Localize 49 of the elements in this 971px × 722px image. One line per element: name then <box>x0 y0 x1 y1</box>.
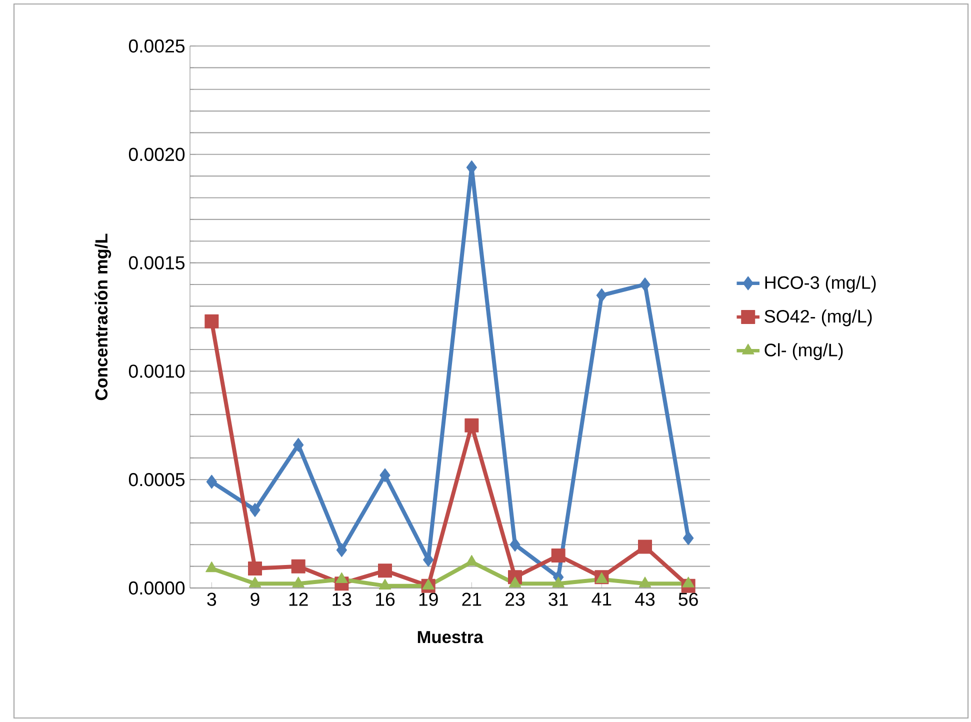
point <box>551 548 566 562</box>
y-tick-label: 0.0025 <box>128 39 184 53</box>
point <box>638 576 652 588</box>
point <box>638 540 652 554</box>
x-tick-label: 43 <box>635 592 655 606</box>
x-tick-label: 12 <box>289 592 308 606</box>
y-tick-label: 0.0015 <box>128 256 184 270</box>
y-tick-label: 0.0005 <box>128 472 184 486</box>
point <box>250 502 260 517</box>
legend-label: Cl- (mg/L) <box>764 343 843 360</box>
point <box>640 277 650 292</box>
point <box>378 578 392 590</box>
point <box>552 576 564 588</box>
point <box>206 561 218 572</box>
point <box>248 576 262 588</box>
point <box>378 564 392 578</box>
x-tick-label: 21 <box>462 592 482 606</box>
x-tick-label: 41 <box>592 592 612 606</box>
legend-label: SO42- (mg/L) <box>764 309 872 326</box>
point <box>508 576 522 588</box>
point <box>291 559 306 574</box>
point <box>682 576 694 588</box>
legend-label: HCO-3 (mg/L) <box>765 276 876 293</box>
point <box>292 576 304 588</box>
x-tick-label: 56 <box>678 592 698 606</box>
y-tick-label: 0.0000 <box>128 581 185 595</box>
x-tick-label: 13 <box>332 592 352 606</box>
x-tick-label: 31 <box>548 592 568 606</box>
point <box>422 578 434 590</box>
y-axis-title: Concentración mg/L <box>94 234 112 400</box>
point <box>336 543 348 558</box>
point <box>293 438 304 452</box>
point <box>464 418 479 432</box>
y-tick-label: 0.0020 <box>128 148 185 162</box>
point <box>380 468 390 482</box>
x-tick-label: 9 <box>250 592 260 606</box>
y-tick-label: 0.0010 <box>128 364 185 378</box>
x-tick-label: 23 <box>506 592 525 606</box>
point <box>510 538 520 552</box>
point <box>204 314 219 328</box>
point <box>248 561 262 576</box>
x-tick-label: 19 <box>419 592 438 606</box>
point <box>596 288 608 302</box>
point <box>206 474 218 489</box>
x-tick-label: 3 <box>207 592 216 606</box>
point <box>683 531 694 546</box>
x-axis-title: Muestra <box>418 631 484 644</box>
point <box>336 572 348 583</box>
x-tick-label: 16 <box>376 592 395 606</box>
